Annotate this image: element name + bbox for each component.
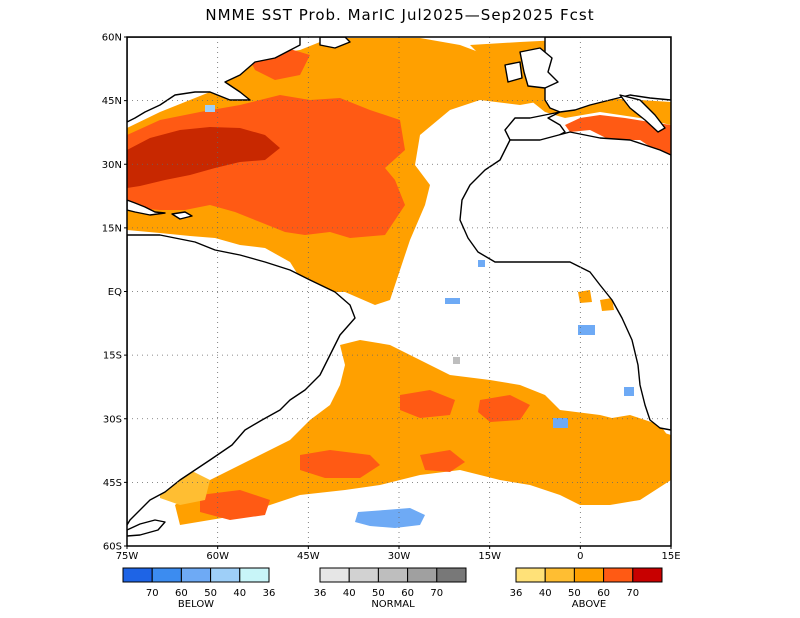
legend-tick-normal: 40 [343,588,356,599]
legend-swatch-below [239,567,270,583]
legend-tick-below: 50 [204,588,217,599]
legend-tick-below: 70 [146,588,159,599]
legend-swatch-below [180,567,212,583]
legend-swatch-above [573,567,605,583]
lat-label: EQ [108,287,122,298]
legend-swatch-normal [377,567,409,583]
legend-swatch-below [122,567,153,583]
legend-tick-normal: 60 [401,588,414,599]
south-america-land [127,234,356,526]
latitude-labels: 60N 45N 30N 15N EQ 15S 30S 45S 60S [102,33,127,553]
italy [619,94,666,133]
legend-tick-above: 36 [510,588,523,599]
tierra-del-fuego [127,519,166,537]
legend-swatch-normal [407,567,438,583]
britain [519,47,559,89]
legend-swatch-normal [436,567,467,583]
above-50-60-mediterranean [565,115,671,158]
legend-tick-below: 36 [263,588,276,599]
lat-label: 60N [102,33,122,44]
legend-tick-above: 40 [539,588,552,599]
legend-tick-above: 50 [568,588,581,599]
legend-swatch-normal [319,567,350,583]
above-40-50-south-africa-coast [600,415,671,480]
lat-label: 15N [102,223,122,234]
above-50-60-south-atlantic-2 [478,395,530,422]
lat-label: 45N [102,96,122,107]
legend-tick-normal: 36 [314,588,327,599]
lat-label: 30N [102,160,122,171]
below-40-namibia [624,387,634,396]
legend-tick-below: 40 [233,588,246,599]
above-40-50-angola-speck [600,298,614,311]
legend-label-above: ABOVE [572,599,606,610]
legend-swatch-below [151,567,182,583]
grid-lines [127,37,672,546]
legend-tick-above: 70 [626,588,639,599]
lon-label: 60W [206,551,229,562]
legend-swatch-above [515,567,546,583]
below-40-south-atlantic [355,508,425,528]
lon-label: 15E [661,551,680,562]
lat-label: 15S [103,351,122,362]
legend-swatch-normal [348,567,379,583]
below-40-angola [578,325,595,335]
lat-label: 60S [103,542,122,553]
north-america-land [127,37,301,123]
legend-tick-normal: 70 [430,588,443,599]
page-title: NMME SST Prob. MarIC Jul2025—Sep2025 Fcs… [205,6,595,24]
lat-label: 45S [103,478,122,489]
legend-tick-below: 60 [175,588,188,599]
lon-label: 30W [388,551,411,562]
legend-tick-normal: 50 [372,588,385,599]
probability-legend: 70 60 50 40 36 BELOW 36 40 50 60 70 NORMAL 36 40 50 60 7… [122,567,663,610]
above-50-60-south-atlantic-5 [420,450,465,472]
lon-label: 15W [478,551,501,562]
above-40-50-south-atlantic [175,340,671,525]
legend-swatch-above [632,567,663,583]
legend-tick-above: 60 [597,588,610,599]
florida-cuba [127,199,166,216]
lon-label: 45W [297,551,320,562]
lon-label: 75W [116,551,139,562]
above-40-50-gulf-guinea-speck [578,290,592,303]
above-50-60-south-atlantic-1 [400,390,455,418]
hispaniola [171,211,193,220]
below-36-labrador [205,105,215,112]
above-50-60-south-atlantic-3 [300,450,380,478]
longitude-labels: 75W 60W 45W 30W 15W 0 15E [116,546,681,562]
legend-label-below: BELOW [178,599,214,610]
africa-land [459,131,671,431]
below-40-equator [445,298,460,304]
normal-50-mid-atlantic [453,357,460,364]
below-40-gulf-guinea [478,260,485,267]
below-40-south-mid [553,418,568,428]
legend-label-normal: NORMAL [371,599,415,610]
iceland [319,37,351,49]
ireland [504,61,523,83]
legend-swatch-above [603,567,634,583]
legend-swatch-above [544,567,575,583]
lon-label: 0 [577,551,583,562]
lat-label: 30S [103,414,122,425]
above-60-70-gulf-stream [127,127,280,188]
legend-swatch-below [210,567,241,583]
